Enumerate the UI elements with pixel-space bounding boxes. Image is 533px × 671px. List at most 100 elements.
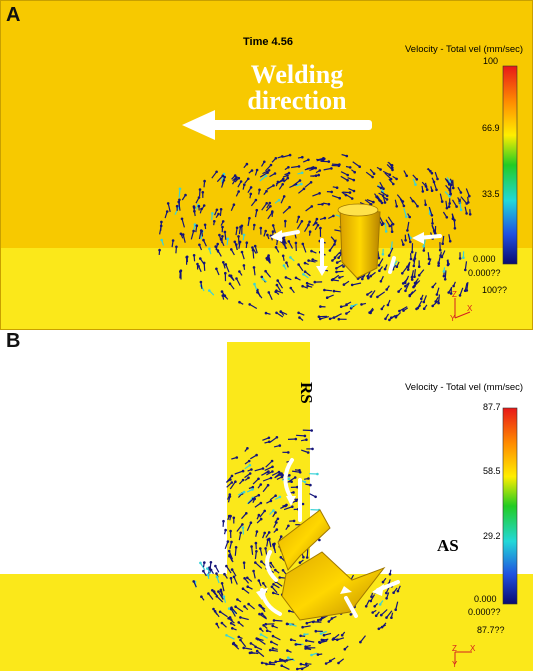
velocity-arrow (404, 282, 410, 292)
velocity-arrow-head (193, 223, 197, 226)
velocity-arrow-head (316, 618, 320, 622)
velocity-arrow-head (250, 468, 253, 471)
velocity-arrow-head (317, 173, 321, 177)
velocity-arrow (259, 510, 266, 518)
velocity-arrow-head (294, 643, 298, 646)
velocity-arrow-head (211, 212, 214, 215)
velocity-arrow-head (468, 213, 472, 216)
velocity-arrow-head (450, 181, 454, 184)
velocity-arrow-head (431, 222, 434, 225)
velocity-arrow-head (401, 282, 405, 285)
velocity-arrow-head (215, 170, 218, 174)
velocity-arrow-head (264, 547, 267, 550)
velocity-arrow-head (282, 177, 285, 181)
velocity-arrow-head (314, 495, 317, 499)
velocity-arrow (219, 611, 228, 618)
velocity-arrow-head (458, 257, 462, 260)
velocity-arrow (253, 267, 256, 276)
velocity-arrow-head (391, 168, 394, 172)
velocity-arrow-head (445, 216, 449, 219)
velocity-arrow (264, 466, 273, 471)
velocity-arrow-head (303, 480, 307, 484)
velocity-arrow-head (280, 664, 284, 667)
legend-tick-min: 0.000 (474, 594, 497, 604)
velocity-arrow-head (270, 459, 274, 463)
velocity-arrow-head (223, 175, 226, 179)
velocity-arrow (275, 660, 285, 663)
velocity-arrow-head (331, 638, 335, 641)
velocity-arrow-head (237, 190, 240, 193)
velocity-arrow-head (377, 256, 381, 260)
velocity-arrow-head (203, 561, 206, 564)
velocity-arrow-head (224, 263, 228, 266)
velocity-arrow-head (178, 187, 182, 191)
velocity-arrow-head (221, 174, 225, 178)
velocity-arrow-head (216, 242, 219, 246)
velocity-arrow (268, 538, 272, 548)
velocity-arrow (320, 316, 329, 320)
velocity-arrow-head (318, 192, 321, 195)
velocity-arrow (159, 225, 162, 235)
velocity-arrow (464, 282, 468, 291)
velocity-arrow-head (372, 200, 375, 204)
panel-b: B RS AS Velocity - Total vel (mm/sec) 87… (0, 330, 533, 671)
velocity-arrow-head (215, 595, 219, 598)
velocity-arrow-head (305, 556, 309, 559)
velocity-arrow (283, 240, 287, 249)
velocity-arrow-head (414, 183, 417, 186)
velocity-arrow (225, 565, 232, 574)
velocity-arrow-head (297, 165, 301, 168)
velocity-arrow-head (215, 267, 218, 271)
velocity-arrow-head (200, 229, 203, 233)
velocity-arrow-head (296, 485, 299, 489)
velocity-arrow-head (228, 554, 231, 558)
velocity-arrow (407, 233, 411, 243)
velocity-arrow-head (228, 493, 232, 496)
velocity-arrow (331, 195, 340, 199)
velocity-arrow-head (202, 238, 205, 242)
velocity-arrow-head (402, 204, 406, 208)
velocity-arrow-head (273, 172, 277, 175)
velocity-arrow-head (228, 616, 232, 619)
velocity-arrow (291, 165, 300, 169)
velocity-arrow (234, 470, 244, 475)
velocity-arrow-head (371, 175, 374, 179)
velocity-arrow-head (235, 277, 238, 280)
velocity-arrow-head (331, 259, 334, 262)
velocity-arrow (216, 175, 224, 183)
velocity-arrow-head (364, 605, 368, 608)
velocity-arrow-head (337, 256, 340, 260)
velocity-arrow-head (369, 295, 373, 298)
tool-shoulder (277, 509, 331, 571)
velocity-arrow-head (220, 290, 224, 293)
color-scale-bar (502, 65, 518, 265)
velocity-arrow-head (198, 188, 202, 191)
velocity-arrow-head (346, 173, 350, 177)
velocity-arrow-head (229, 576, 233, 580)
velocity-arrow-head (288, 623, 292, 626)
velocity-arrow-head (448, 202, 452, 205)
velocity-arrow-head (309, 483, 312, 487)
velocity-arrow-head (404, 284, 407, 288)
velocity-arrow-head (259, 627, 262, 631)
velocity-arrow (178, 201, 181, 211)
velocity-arrow (181, 218, 185, 228)
velocity-arrow-head (257, 513, 261, 517)
velocity-arrow-head (416, 204, 419, 208)
velocity-arrow (254, 562, 263, 569)
velocity-arrow-head (395, 205, 399, 208)
velocity-arrow-head (252, 569, 255, 573)
velocity-arrow-head (447, 291, 451, 294)
velocity-arrow-head (343, 647, 347, 651)
velocity-arrow (453, 220, 456, 229)
velocity-arrow-head (447, 205, 451, 209)
velocity-arrow (288, 241, 294, 249)
velocity-arrow-head (330, 617, 334, 620)
velocity-arrow-head (199, 280, 203, 284)
velocity-arrow-head (259, 226, 263, 230)
velocity-arrow-head (452, 186, 455, 190)
velocity-arrow-head (263, 509, 267, 513)
velocity-arrow (249, 303, 258, 310)
velocity-arrow-head (294, 437, 298, 441)
velocity-arrow-head (335, 270, 338, 274)
